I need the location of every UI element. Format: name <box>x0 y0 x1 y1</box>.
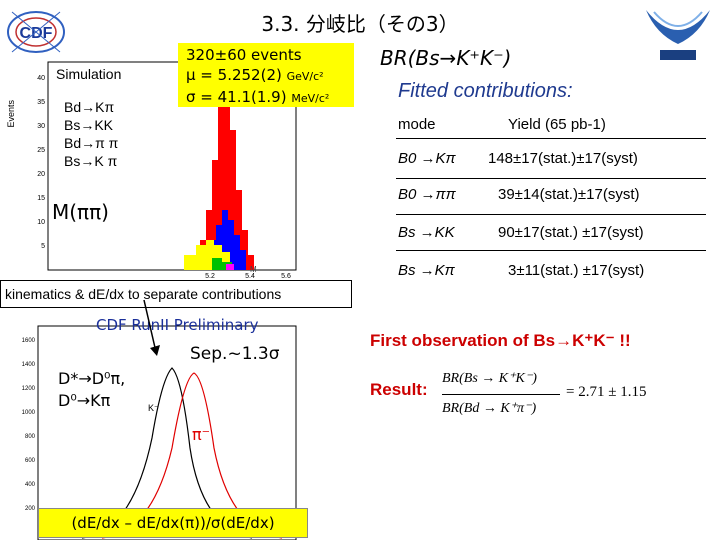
simulation-label: Simulation <box>56 66 122 82</box>
branching-ratio-title: BR(Bs→K⁺K⁻) <box>380 46 512 70</box>
svg-text:10: 10 <box>37 219 45 226</box>
cdf-preliminary-label: CDF RunII Preliminary <box>96 316 259 334</box>
result-formula: BR(Bs → K⁺K⁻) BR(Bd → K⁺π⁻) = 2.71 ± 1.1… <box>436 366 672 426</box>
result-label: Result: <box>370 380 428 399</box>
svg-text:600: 600 <box>25 458 36 464</box>
table-divider <box>396 214 706 215</box>
legend-bd-kpi: Bd→Kπ <box>64 99 115 115</box>
sigma-unit: MeV/c² <box>291 92 330 105</box>
legend-bs-kk: Bs→KK <box>64 117 114 133</box>
dstar-line-1: D*→D⁰π, <box>58 369 126 388</box>
fitted-contributions-title: Fitted contributions: <box>398 80 573 102</box>
table-divider <box>396 138 706 139</box>
svg-text:1400: 1400 <box>22 362 36 368</box>
dedx-formula-box: (dE/dx – dE/dx(π))/σ(dE/dx) <box>38 508 308 538</box>
svg-text:30: 30 <box>37 123 45 130</box>
kaon-label: K⁻ <box>148 403 159 413</box>
table-row-mode: B0 →ππ <box>398 186 456 203</box>
events-summary-box: 320±60 events μ = 5.252(2) GeV/c² σ = 41… <box>178 43 354 107</box>
legend-bd-pipi: Bd→π π <box>64 135 119 151</box>
dstar-decay-label: D*→D⁰π, D⁰→Kπ <box>58 368 126 412</box>
separation-label: Sep.~1.3σ <box>190 344 280 364</box>
mean-value: μ = 5.252(2) <box>186 66 287 84</box>
pion-label: π⁻ <box>192 425 211 444</box>
table-divider <box>396 178 706 179</box>
svg-text:1000: 1000 <box>22 410 36 416</box>
cdf-logo-icon: CDF <box>4 6 68 56</box>
university-logo-icon <box>646 10 710 60</box>
dstar-line-2: D⁰→Kπ <box>58 391 111 410</box>
svg-text:25: 25 <box>37 147 45 154</box>
table-row-yield: 3±11(stat.) ±17(syst) <box>508 262 645 279</box>
svg-text:40: 40 <box>37 75 45 82</box>
table-header-yield: Yield (65 pb-1) <box>508 116 606 133</box>
svg-text:15: 15 <box>37 195 45 202</box>
table-row-mode: Bs →Kπ <box>398 262 455 279</box>
sigma-value: σ = 41.1(1.9) <box>186 88 292 106</box>
first-observation-text: First observation of Bs→K⁺K⁻ !! <box>370 331 631 350</box>
fraction-bar <box>442 394 560 395</box>
mean-unit: GeV/c² <box>286 70 324 83</box>
table-row-mode: B0 →Kπ <box>398 150 456 167</box>
table-divider <box>396 250 706 251</box>
slide-title: 3.3. 分岐比（その3） <box>261 12 459 36</box>
table-row-yield: 39±14(stat.)±17(syst) <box>498 186 640 203</box>
svg-text:200: 200 <box>25 506 36 512</box>
svg-text:1600: 1600 <box>22 338 36 344</box>
svg-text:5.6: 5.6 <box>281 273 291 280</box>
svg-text:Events: Events <box>6 100 16 128</box>
svg-text:5.4: 5.4 <box>245 273 255 280</box>
formula-numerator: BR(Bs → K⁺K⁻) <box>442 371 537 386</box>
kinematics-note: kinematics & dE/dx to separate contribut… <box>0 280 352 308</box>
table-header-mode: mode <box>398 116 436 133</box>
svg-text:5.2: 5.2 <box>205 273 215 280</box>
svg-text:M: M <box>250 265 257 274</box>
table-row-yield: 90±17(stat.) ±17(syst) <box>498 224 644 241</box>
table-row-yield: 148±17(stat.)±17(syst) <box>488 150 638 167</box>
svg-text:35: 35 <box>37 99 45 106</box>
svg-text:CDF: CDF <box>20 25 53 42</box>
dedx-histogram: 1600 1400 1200 1000 800 600 400 200 <box>22 325 297 540</box>
svg-text:400: 400 <box>25 482 36 488</box>
svg-text:800: 800 <box>25 434 36 440</box>
arrow-icon <box>143 299 160 356</box>
mass-label: M(ππ) <box>52 200 109 224</box>
histogram-legend: Bd→Kπ Bs→KK Bd→π π Bs→K π <box>64 98 118 170</box>
formula-denominator: BR(Bd → K⁺π⁻) <box>442 401 537 416</box>
svg-text:5: 5 <box>41 243 45 250</box>
svg-text:20: 20 <box>37 171 45 178</box>
events-count: 320±60 events <box>186 46 302 64</box>
svg-text:1200: 1200 <box>22 386 36 392</box>
formula-value: = 2.71 ± 1.15 <box>566 384 647 400</box>
legend-bs-kpi: Bs→K π <box>64 153 118 169</box>
table-row-mode: Bs →KK <box>398 224 455 241</box>
